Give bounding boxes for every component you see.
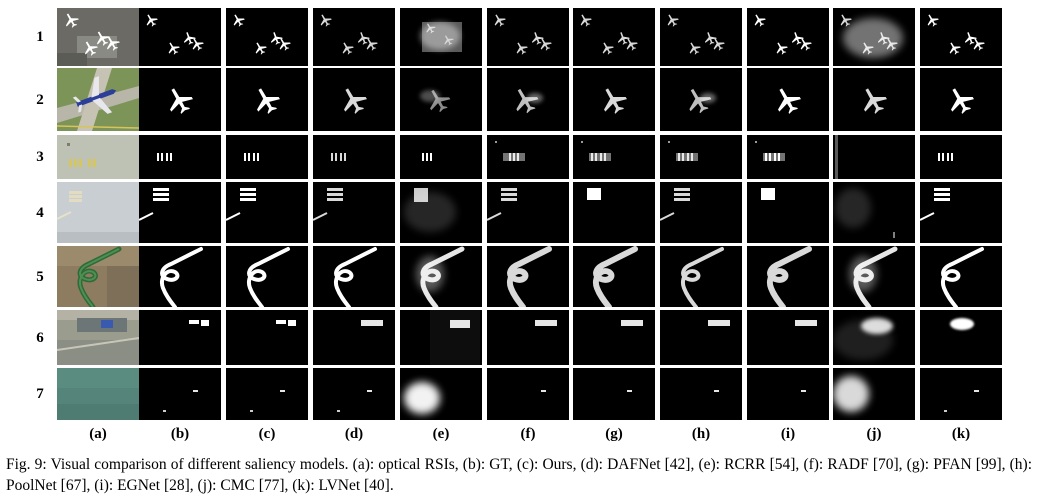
saliency-map [747,68,829,131]
row-label: 2 [36,91,44,108]
optical-image [57,135,139,179]
saliency-map [400,182,482,243]
row-label: 4 [36,204,44,221]
saliency-map [833,68,915,131]
saliency-map [573,182,655,243]
optical-image [57,368,139,420]
row-label: 1 [36,29,44,45]
saliency-map [487,8,569,66]
saliency-map [747,182,829,243]
column-label: (g) [605,426,623,442]
row-label: 6 [36,329,44,346]
saliency-map [139,368,221,420]
saliency-map [487,68,569,131]
saliency-map [313,368,395,420]
saliency-map [400,8,482,66]
saliency-map [920,310,1002,365]
saliency-map [400,135,482,179]
saliency-map [747,246,829,307]
saliency-map [400,68,482,131]
optical-image [57,310,139,365]
saliency-map [833,368,915,420]
saliency-map [487,368,569,420]
saliency-map [313,135,395,179]
saliency-map [487,246,569,307]
saliency-map [313,8,395,66]
saliency-map [400,368,482,420]
column-label: (d) [344,426,364,442]
figure: 1 2 3 4 5 6 7 (a) (b) (c) (d) (e) (f) (g) (h) (i) (j) (k… [36,8,1002,442]
saliency-map [747,135,829,179]
caption-line-1: Fig. 9: Visual comparison of different s… [6,456,766,473]
saliency-map [833,310,915,365]
saliency-map [573,310,655,365]
saliency-map [920,8,1002,66]
column-label: (j) [866,426,882,442]
saliency-map [226,310,308,365]
column-label: (a) [89,426,107,442]
saliency-map [487,135,569,179]
column-label: (e) [432,426,450,442]
saliency-map [139,182,221,243]
saliency-map [833,182,915,243]
saliency-map [660,310,742,365]
saliency-map [833,246,915,307]
saliency-map [660,246,742,307]
saliency-map [660,68,742,131]
saliency-map [747,368,829,420]
saliency-map [139,8,221,66]
saliency-map [139,135,221,179]
saliency-map [313,182,395,243]
saliency-map [226,246,308,307]
saliency-map [920,246,1002,307]
optical-image [57,68,139,131]
saliency-map [139,68,221,131]
caption-line-2: [54], (f): RADF [70], (g): PFAN [99], (h… [6,456,1033,494]
saliency-map [313,68,395,131]
saliency-map [226,368,308,420]
saliency-map [573,135,655,179]
saliency-map [139,310,221,365]
column-label: (k) [951,426,971,442]
saliency-map [660,368,742,420]
saliency-map [573,246,655,307]
saliency-map [660,8,742,66]
saliency-map [833,135,915,179]
column-label: (i) [780,426,796,442]
row-label: 5 [36,268,44,285]
saliency-map [920,135,1002,179]
saliency-map [660,182,742,243]
saliency-map [400,246,482,307]
saliency-map [573,68,655,131]
saliency-map [920,182,1002,243]
saliency-map [920,68,1002,131]
optical-image [57,246,139,307]
saliency-map [487,182,569,243]
saliency-map [573,368,655,420]
column-label: (c) [258,426,276,442]
saliency-map [226,135,308,179]
saliency-map [833,8,915,66]
saliency-map [660,135,742,179]
saliency-map [313,246,395,307]
saliency-map [313,310,395,365]
figure-caption: Fig. 9: Visual comparison of different s… [6,454,1032,496]
saliency-map [573,8,655,66]
saliency-map [400,310,482,365]
optical-image [57,8,139,66]
saliency-map [226,68,308,131]
column-label: (b) [170,426,190,442]
column-label: (h) [691,426,711,442]
optical-image [57,182,139,243]
saliency-map [747,8,829,66]
saliency-map [226,182,308,243]
row-label: 3 [36,149,44,165]
saliency-map [747,310,829,365]
column-label: (f) [520,426,536,442]
row-label: 7 [36,386,44,402]
saliency-map [139,246,221,307]
saliency-map [226,8,308,66]
saliency-map [487,310,569,365]
saliency-map [920,368,1002,420]
